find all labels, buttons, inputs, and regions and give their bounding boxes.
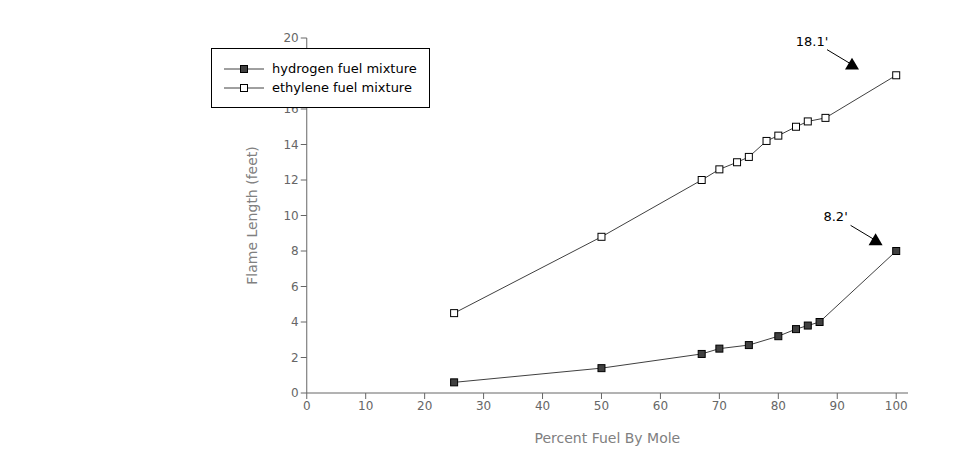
svg-text:8: 8 <box>291 244 299 258</box>
svg-text:100: 100 <box>885 399 908 413</box>
svg-text:10: 10 <box>358 399 373 413</box>
svg-text:18.1': 18.1' <box>796 34 829 49</box>
svg-text:20: 20 <box>417 399 432 413</box>
svg-text:20: 20 <box>283 31 298 45</box>
svg-text:90: 90 <box>830 399 845 413</box>
svg-text:Percent Fuel By Mole: Percent Fuel By Mole <box>535 430 681 446</box>
svg-text:0: 0 <box>291 386 299 400</box>
svg-text:4: 4 <box>291 315 299 329</box>
svg-text:10: 10 <box>283 209 298 223</box>
svg-text:70: 70 <box>712 399 727 413</box>
svg-text:12: 12 <box>283 173 298 187</box>
svg-text:0: 0 <box>303 399 311 413</box>
svg-text:60: 60 <box>653 399 668 413</box>
svg-text:80: 80 <box>771 399 786 413</box>
svg-text:30: 30 <box>476 399 491 413</box>
svg-text:50: 50 <box>594 399 609 413</box>
svg-text:6: 6 <box>291 280 299 294</box>
svg-text:14: 14 <box>283 138 298 152</box>
svg-text:40: 40 <box>535 399 550 413</box>
svg-text:Flame Length (feet): Flame Length (feet) <box>244 146 260 285</box>
svg-text:2: 2 <box>291 351 299 365</box>
svg-text:16: 16 <box>283 102 298 116</box>
svg-text:18: 18 <box>283 67 298 81</box>
svg-text:8.2': 8.2' <box>823 209 847 224</box>
